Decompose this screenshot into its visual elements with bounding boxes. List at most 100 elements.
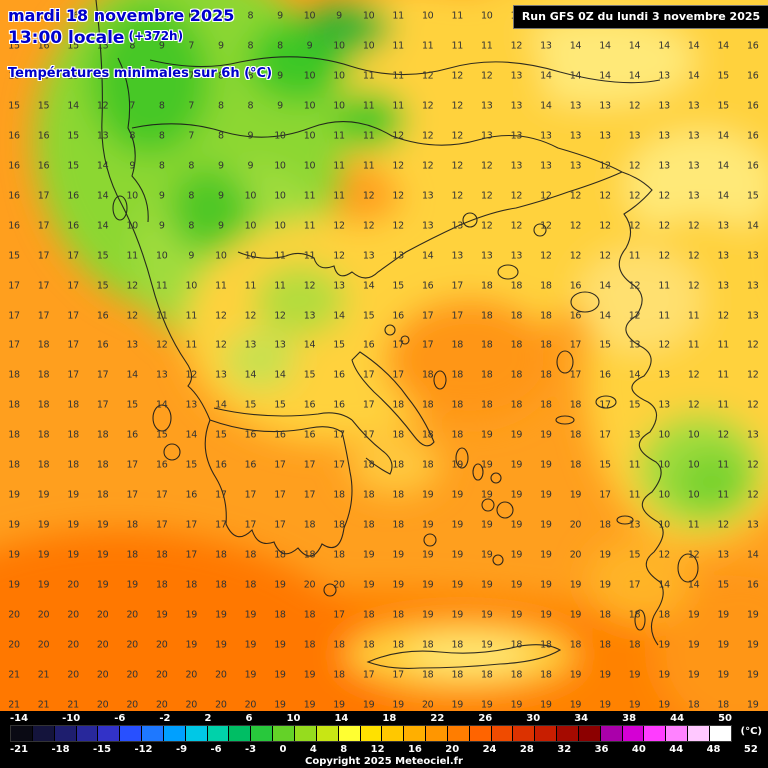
temp-value: 12: [421, 130, 434, 142]
temp-value: 16: [37, 40, 50, 52]
temp-value: 18: [156, 579, 168, 591]
temp-value: 18: [421, 429, 434, 441]
temp-value: 15: [747, 190, 759, 202]
temp-value: 11: [362, 70, 375, 82]
temp-value: 18: [540, 639, 552, 651]
temp-value: 17: [599, 429, 611, 441]
scale-label-bottom: -9: [175, 744, 188, 755]
temp-value: 11: [303, 190, 316, 202]
temp-value: 15: [717, 70, 729, 82]
temp-value: 9: [188, 250, 195, 262]
scale-label-bottom: 36: [594, 744, 609, 755]
temp-value: 19: [510, 519, 523, 531]
temp-value: 19: [303, 669, 316, 681]
temp-value: 11: [628, 459, 641, 471]
temp-value: 14: [96, 160, 109, 172]
colorbar-cell: [142, 726, 164, 741]
temp-value: 17: [392, 669, 404, 681]
temp-value: 14: [126, 369, 138, 381]
temp-value: 11: [687, 339, 700, 351]
temp-value: 17: [274, 459, 286, 471]
temp-value: 11: [687, 519, 700, 531]
legend-colorbar-row: (°C): [10, 725, 762, 742]
temp-value: 18: [481, 339, 493, 351]
temp-value: 13: [658, 160, 670, 172]
scale-label-bottom: -3: [244, 744, 257, 755]
temp-value: 12: [421, 70, 434, 82]
coastline-turkey: [618, 171, 664, 646]
temp-value: 12: [451, 160, 464, 172]
temp-value: 19: [244, 669, 257, 681]
temp-value: 19: [687, 669, 700, 681]
temp-value: 14: [687, 70, 700, 82]
temp-value: 13: [717, 250, 729, 262]
temp-value: 15: [362, 310, 375, 321]
temp-value: 13: [747, 310, 759, 321]
temp-value: 18: [67, 429, 79, 441]
copyright-text: Copyright 2025 Meteociel.fr: [305, 756, 463, 767]
temp-value: 19: [362, 549, 375, 561]
temp-value: 19: [628, 699, 641, 711]
temp-value: 20: [67, 609, 79, 621]
temp-value: 10: [658, 459, 670, 471]
temp-value: 20: [244, 699, 257, 711]
temp-value: 14: [687, 40, 700, 52]
temp-value: 19: [8, 519, 20, 531]
temp-value: 11: [362, 160, 375, 172]
temp-value: 13: [658, 100, 670, 112]
map-subtitle: Températures minimales sur 6h (°C): [8, 66, 273, 81]
temp-value: 18: [481, 310, 493, 321]
temp-value: 18: [333, 519, 345, 531]
temp-value: 13: [540, 40, 552, 52]
temp-value: 19: [481, 699, 493, 711]
colorbar-cell: [644, 726, 667, 741]
temp-value: 19: [540, 459, 552, 471]
temp-value: 14: [303, 339, 316, 351]
temp-value: 14: [185, 429, 198, 441]
temp-value: 9: [306, 40, 313, 52]
temp-value: 17: [451, 280, 464, 292]
temp-value: 19: [451, 459, 464, 471]
temp-value: 19: [96, 579, 109, 591]
temp-value: 19: [8, 549, 20, 561]
temp-value: 10: [687, 429, 700, 441]
temp-value: 12: [717, 429, 729, 441]
temp-value: 16: [8, 190, 20, 202]
run-info-banner: Run GFS 0Z du lundi 3 novembre 2025: [513, 5, 768, 29]
temp-value: 14: [717, 190, 729, 202]
temp-value: 15: [215, 429, 227, 441]
temp-value: 21: [8, 699, 20, 711]
legend-top-labels: -14 -10 -6 -2 2 6 10 14 18 22 26 30 34 38 44 50: [10, 712, 732, 725]
temp-value: 15: [8, 10, 20, 22]
temp-value: 13: [569, 100, 582, 112]
temp-value: 19: [481, 579, 493, 591]
scale-label-top: 34: [574, 713, 589, 724]
island-ikaria: [555, 415, 575, 425]
temp-value: 13: [628, 130, 641, 142]
temp-value: 9: [277, 100, 283, 112]
coastline: [95, 0, 699, 669]
colorbar-cell: [426, 726, 448, 741]
temp-value: 19: [510, 459, 523, 471]
temp-value: 17: [333, 609, 345, 621]
temp-value: 12: [510, 190, 523, 202]
temp-value: 14: [717, 130, 729, 142]
temp-value: 16: [244, 429, 257, 441]
temp-value: 20: [185, 699, 198, 711]
temp-value: 15: [67, 160, 79, 172]
temp-value: 16: [67, 190, 79, 202]
temp-value: 12: [481, 190, 493, 202]
colorbar-cell: [447, 726, 470, 741]
temp-value: 9: [277, 10, 283, 22]
temp-value: 12: [747, 399, 759, 411]
temp-value: 12: [569, 190, 582, 202]
colorbar-cell: [338, 726, 361, 741]
temp-value: 8: [188, 160, 195, 172]
temp-value: 12: [569, 220, 582, 232]
temp-value: 12: [628, 280, 641, 292]
temp-value: 10: [303, 70, 316, 82]
temp-value: 20: [67, 669, 79, 681]
temp-value: 12: [481, 70, 493, 82]
scale-label-top: 50: [718, 713, 732, 724]
temp-value: 12: [628, 100, 641, 112]
